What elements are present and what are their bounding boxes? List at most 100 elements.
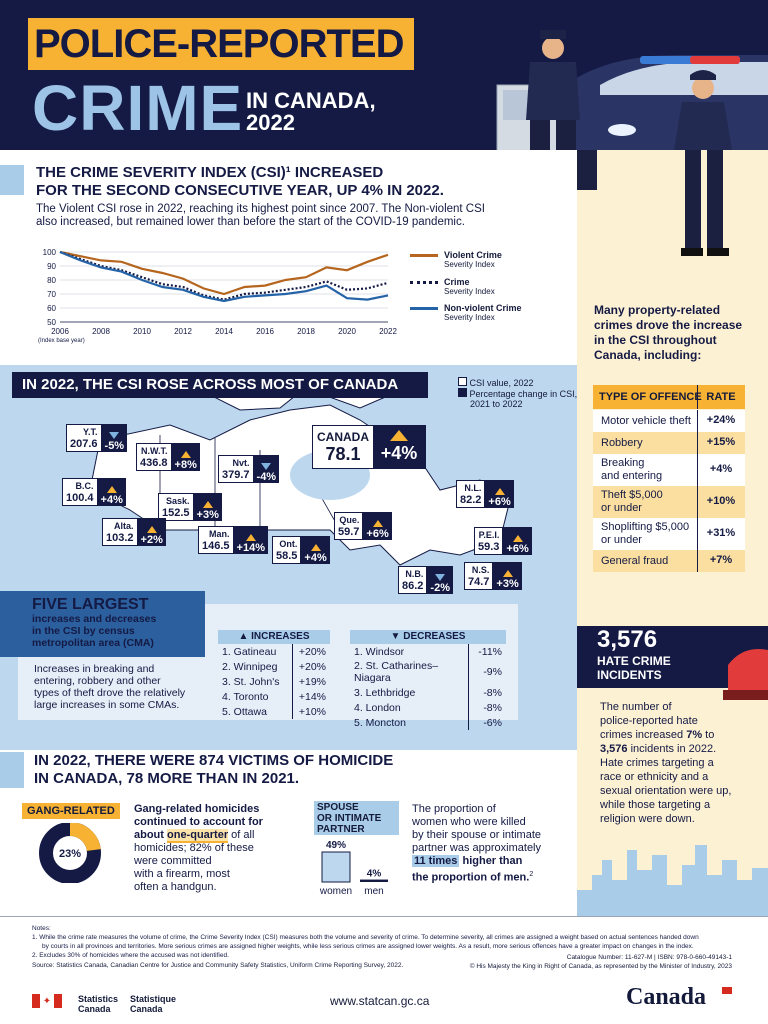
decreases-label: DECREASES <box>403 631 466 642</box>
series-line-0 <box>59 250 389 296</box>
province-value: 379.7 <box>222 469 250 481</box>
bar-men <box>360 879 388 882</box>
province-callout: Man. 146.5 +14% <box>198 526 268 554</box>
property-intro3: in the CSI throughout <box>594 333 717 347</box>
province-change-box: +4% <box>97 478 126 506</box>
up-arrow-icon <box>202 501 213 508</box>
cma-value: -9% <box>467 659 506 685</box>
province-abbr: N.L. <box>464 483 482 493</box>
spouse-t6a: the proportion of men. <box>412 871 530 884</box>
statcan-url[interactable]: www.statcan.gc.ca <box>330 994 430 1008</box>
spouse-t2: women who were killed <box>412 816 526 828</box>
offence-rate: +7% <box>709 554 733 566</box>
province-abbr: Ont. <box>279 539 298 549</box>
cma-name: 2. Winnipeg <box>222 660 278 673</box>
homicide-heading1: IN 2022, THERE WERE 874 VICTIMS OF HOMIC… <box>34 752 394 769</box>
table-row: 4. Toronto +14% <box>218 689 330 704</box>
province-value: 207.6 <box>70 438 98 450</box>
five-sub2: in the CSI by census <box>32 625 135 637</box>
legend-swatch-nonviolent <box>410 307 438 310</box>
csi-heading-line1: THE CRIME SEVERITY INDEX (CSI)¹ INCREASE… <box>36 164 384 181</box>
x-tick-label: 2006 <box>51 327 69 336</box>
spouse-label1: SPOUSE <box>317 802 359 813</box>
wordmark-flag-icon <box>722 987 732 994</box>
hate-t3c: to <box>702 729 715 741</box>
province-callout: N.L. 82.2 +6% <box>456 480 514 508</box>
offence-name: Theft $5,000 or under <box>601 489 663 515</box>
province-callout: B.C. 100.4 +4% <box>62 478 126 506</box>
five-largest-text: Increases in breaking and entering, robb… <box>34 663 185 711</box>
spouse-label2: OR INTIMATE <box>317 813 382 824</box>
gang-t6: with a firearm, most <box>134 868 230 880</box>
province-callout: Nvt. 379.7 -4% <box>218 455 280 483</box>
gang-t1: Gang-related homicides <box>134 803 260 815</box>
hate-t5: Hate crimes targeting a <box>600 757 714 769</box>
legend-violent: Violent Crime <box>444 250 502 260</box>
title-police-reported: POLICE-REPORTED <box>28 18 414 70</box>
cma-name: 4. Toronto <box>222 690 269 703</box>
gang-t4: homicides; 82% of these <box>134 842 254 854</box>
up-arrow-icon <box>146 526 157 533</box>
spouse-t4: partner was approximately <box>412 842 542 854</box>
province-callout: Que. 59.7 +6% <box>334 512 392 540</box>
offence-rate: +31% <box>706 527 736 539</box>
province-change: +6% <box>506 543 529 555</box>
title-in-canada: IN CANADA, <box>246 88 376 113</box>
legend-swatch-crime <box>410 281 438 284</box>
legend-crime: Crime <box>444 277 470 287</box>
offence-name: Motor vehicle theft <box>601 415 691 428</box>
province-abbr: N.S. <box>471 565 490 575</box>
city-skyline <box>577 845 768 916</box>
offence-row: Motor vehicle theft +24% <box>593 410 745 432</box>
y-tick-label: 80 <box>47 276 56 285</box>
province-abbr: Man. <box>209 529 230 539</box>
up-arrow-icon <box>245 534 256 541</box>
hate-t9: religion were down. <box>600 813 695 825</box>
province-value-box: N.W.T. 436.8 <box>136 443 172 471</box>
province-value-box: B.C. 100.4 <box>62 478 98 506</box>
canada-label: CANADA <box>317 430 369 444</box>
title-year: 2022 <box>246 110 295 135</box>
bar-men-label: men <box>364 886 383 897</box>
hate-t4a: 3,576 <box>600 743 628 755</box>
y-tick-label: 100 <box>43 248 57 257</box>
offence-table-header: TYPE OF OFFENCE RATE <box>593 385 745 409</box>
property-intro1: Many property-related <box>594 303 721 317</box>
province-change: +3% <box>496 578 519 590</box>
y-tick-label: 70 <box>47 290 56 299</box>
cma-name: 2. St. Catharines–Niagara <box>354 660 439 684</box>
province-value-box: N.L. 82.2 <box>456 480 486 508</box>
province-value-box: N.S. 74.7 <box>464 562 494 590</box>
province-value-box: Sask. 152.5 <box>158 493 194 521</box>
x-tick-label: 2020 <box>338 327 356 336</box>
increases-header: ▲ INCREASES <box>218 630 330 644</box>
province-change-box: +6% <box>485 480 514 508</box>
province-value: 82.2 <box>460 494 482 506</box>
donut-slice-gang <box>69 823 101 852</box>
legend-change-label1: Percentage change in CSI, <box>469 389 578 399</box>
catalogue-info: Catalogue Number: 11-627-M | ISBN: 978-0… <box>470 953 732 971</box>
province-value-box: N.B. 86.2 <box>398 566 428 594</box>
gang-text: Gang-related homicides continued to acco… <box>134 803 263 894</box>
hate-text: The number of police-reported hate crime… <box>600 700 731 826</box>
x-tick-label: 2012 <box>174 327 192 336</box>
five-largest-subtitle: increases and decreases in the CSI by ce… <box>32 613 156 649</box>
legend-crime-sub: Severity Index <box>444 287 495 296</box>
hate-t7: sexual orientation were up, <box>600 785 732 797</box>
province-callout: Ont. 58.5 +4% <box>272 536 330 564</box>
province-change: +14% <box>236 542 265 554</box>
offence-name: Shoplifting $5,000 or under <box>601 521 689 547</box>
five-text3: types of theft drove the relatively <box>34 687 186 699</box>
hate-t1: The number of <box>600 701 672 713</box>
section-tab <box>0 165 24 195</box>
offence-name2: or under <box>601 502 642 514</box>
x-tick-label: 2022 <box>379 327 397 336</box>
decreases-header: ▼ DECREASES <box>350 630 506 644</box>
spouse-text: The proportion of women who were killed … <box>412 803 541 885</box>
donut-label: 23% <box>59 848 81 860</box>
province-value-box: Man. 146.5 <box>198 526 234 554</box>
five-text1: Increases in breaking and <box>34 663 155 675</box>
offence-name2: or under <box>601 534 642 546</box>
spouse-t6: the proportion of men.2 <box>412 868 541 885</box>
five-sub3: metropolitan area (CMA) <box>32 637 154 649</box>
